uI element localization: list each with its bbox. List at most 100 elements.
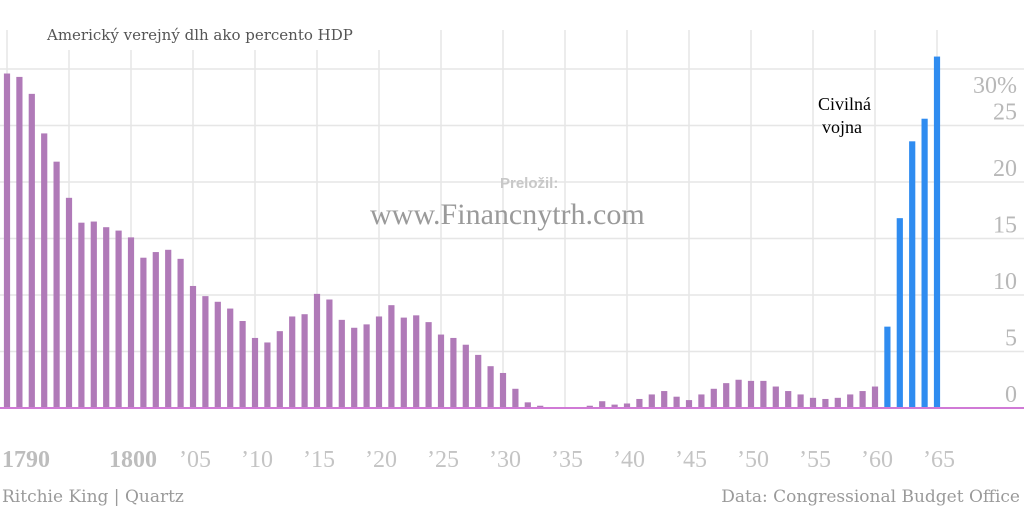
annotation-line-2: vojna [822, 117, 862, 137]
bar-1862 [896, 218, 903, 408]
bar-1819 [363, 324, 370, 408]
x-tick-label: 1790 [2, 447, 50, 473]
bar-1818 [351, 327, 358, 408]
bar-1812 [276, 331, 283, 408]
x-tick-label: ’45 [675, 447, 707, 473]
bars [3, 56, 941, 409]
bar-1802 [152, 252, 159, 408]
bar-1843 [661, 391, 668, 408]
bar-1813 [289, 316, 296, 408]
x-tick-label: ’10 [241, 447, 273, 473]
bar-1833 [537, 405, 544, 408]
bar-1830 [499, 372, 507, 408]
x-tick-label: ’30 [489, 447, 521, 473]
bar-1832 [524, 402, 531, 408]
bar-1808 [227, 308, 234, 408]
bar-1815 [313, 293, 321, 408]
bar-1837 [586, 405, 593, 408]
bar-1864 [921, 118, 928, 408]
bar-1838 [599, 401, 606, 408]
bar-1825 [437, 334, 445, 408]
y-tick-label: 0 [1005, 382, 1017, 408]
bar-1791 [16, 76, 23, 408]
bar-1811 [264, 342, 271, 408]
bar-1814 [301, 314, 308, 408]
bar-1821 [388, 305, 395, 408]
y-tick-label-top: 30% [973, 73, 1017, 99]
bar-1858 [847, 394, 854, 408]
bar-1839 [611, 404, 618, 408]
bar-1850 [747, 380, 755, 408]
x-tick-label: ’15 [303, 447, 335, 473]
bar-1798 [103, 227, 110, 408]
x-tick-label: ’25 [427, 447, 459, 473]
y-tick-label: 25 [993, 100, 1017, 126]
x-tick-label: ’20 [365, 447, 397, 473]
x-tick-label: ’60 [861, 447, 893, 473]
bar-1851 [760, 380, 767, 408]
bar-1799 [115, 230, 122, 408]
bar-1803 [165, 249, 172, 408]
x-tick-label: ’40 [613, 447, 645, 473]
bar-1816 [326, 299, 333, 408]
y-tick-label: 10 [993, 269, 1017, 295]
title-background [40, 20, 380, 50]
bar-1831 [512, 388, 519, 408]
bar-1820 [375, 316, 383, 408]
x-axis-ticks: 1790 1800 ’05 ’10 ’15 ’20 ’25 ’30 ’35 ’40 ’45 ’50 ’5… [2, 447, 955, 473]
bar-1849 [735, 379, 742, 408]
x-tick-label: ’55 [799, 447, 831, 473]
bar-1828 [475, 354, 482, 408]
bar-1823 [413, 315, 420, 408]
bar-1860 [871, 386, 879, 408]
bar-1846 [698, 394, 705, 408]
bar-1801 [140, 257, 147, 408]
bar-1809 [239, 320, 246, 408]
bar-1842 [648, 394, 655, 408]
y-tick-label: 15 [993, 213, 1017, 239]
x-tick-label: ’50 [737, 447, 769, 473]
bar-1855 [809, 397, 817, 408]
bar-1790 [3, 73, 11, 409]
bar-1848 [723, 383, 730, 408]
bar-1852 [772, 386, 779, 408]
bar-1805 [189, 285, 197, 408]
bar-1840 [623, 403, 631, 408]
bar-1793 [41, 133, 48, 408]
annotation-line-1: Civilná [818, 94, 871, 114]
y-tick-label: 20 [993, 156, 1017, 182]
bar-1797 [90, 221, 97, 408]
bar-1841 [636, 398, 643, 408]
bar-1804 [177, 258, 184, 408]
watermark-url: www.Financnytrh.com [370, 198, 645, 231]
bar-1822 [400, 317, 407, 408]
bar-1817 [338, 319, 345, 408]
bar-1829 [487, 366, 494, 408]
bar-1853 [785, 391, 792, 408]
bar-1807 [214, 301, 221, 408]
bar-1856 [822, 398, 829, 408]
bar-1859 [859, 391, 866, 408]
credit-right: Data: Congressional Budget Office [721, 487, 1020, 507]
bar-1847 [710, 388, 717, 408]
chart-title: Americký verejný dlh ako percento HDP [46, 26, 353, 44]
y-tick-label: 5 [1005, 326, 1017, 352]
x-tick-label: ’65 [923, 447, 955, 473]
bar-1800 [127, 237, 135, 408]
x-tick-label: 1800 [109, 447, 157, 473]
bar-1810 [251, 337, 259, 408]
bar-1827 [462, 344, 469, 408]
bar-1806 [202, 296, 209, 408]
bar-1795 [65, 197, 73, 408]
credit-left: Ritchie King | Quartz [2, 487, 184, 507]
bar-1826 [450, 337, 457, 408]
x-tick-label: ’35 [551, 447, 583, 473]
x-tick-label: ’05 [179, 447, 211, 473]
bar-1863 [909, 141, 916, 408]
bar-1857 [834, 397, 841, 408]
bar-1844 [673, 396, 680, 408]
watermark-small: Preložil: [500, 175, 558, 192]
bar-1796 [78, 222, 85, 408]
